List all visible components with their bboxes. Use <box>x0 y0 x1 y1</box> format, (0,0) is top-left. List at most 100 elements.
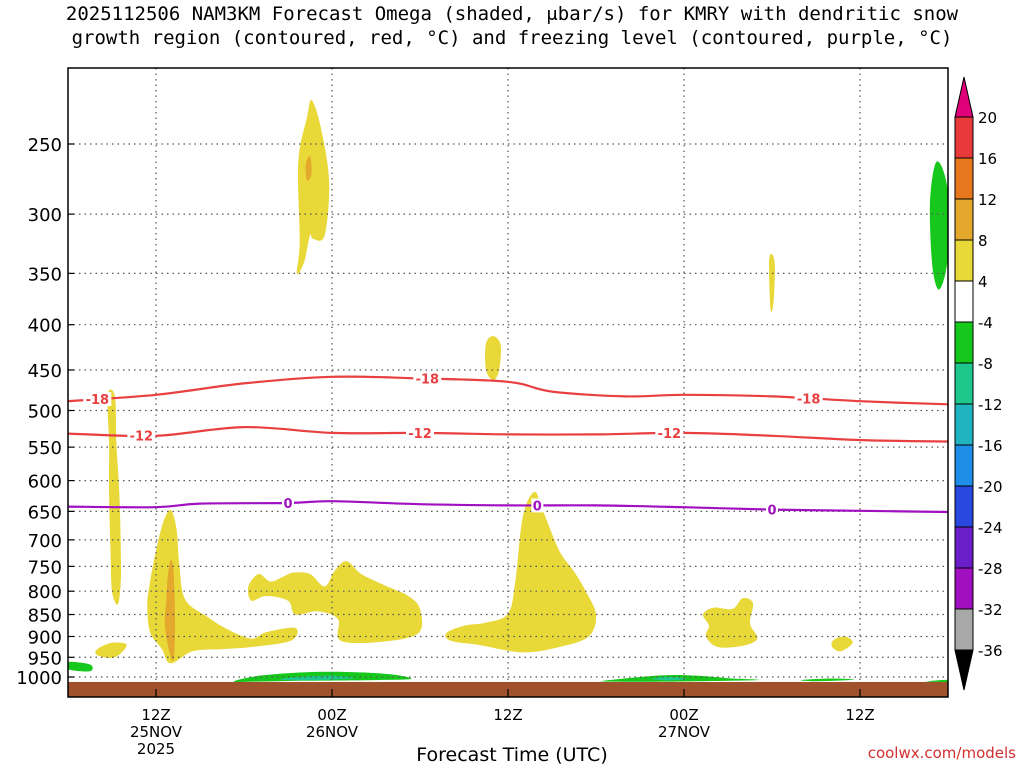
temperature-contours: -18 -18 -18 -12 -12 -12 0 0 0 <box>68 371 948 519</box>
chart-title-line-1: 2025112506 NAM3KM Forecast Omega (shaded… <box>65 3 959 25</box>
colorbar-box-8 <box>954 403 974 446</box>
contour-label-bg <box>413 371 442 386</box>
contour-line-m12 <box>68 425 948 443</box>
colorbar-box-10 <box>954 485 974 528</box>
contour-label-bg <box>531 498 544 513</box>
colorbar-label-3: 12 <box>978 191 997 209</box>
colorbar-box-9 <box>954 444 974 487</box>
contour-label-bg <box>655 426 684 441</box>
x-tick-year-6: 2025 <box>137 740 175 758</box>
y-tick-label-350: 350 <box>28 264 62 285</box>
colorbar-label-7: -8 <box>978 355 993 373</box>
colorbar-label-14: -36 <box>978 642 1003 660</box>
omega-region-12 <box>703 598 758 648</box>
y-tick-label-250: 250 <box>28 135 62 156</box>
contour-label-bg <box>282 496 294 511</box>
gridlines <box>68 68 948 682</box>
colorbar-label-8: -12 <box>978 396 1003 414</box>
y-tick-label-900: 900 <box>28 627 62 648</box>
x-tick-label-18: 00Z <box>317 706 346 724</box>
colorbar-box-6 <box>954 321 974 364</box>
contour-label-0-2: 0 <box>533 499 542 514</box>
omega-region-20 <box>925 679 948 683</box>
x-tick-label-54: 12Z <box>845 706 874 724</box>
colorbar-box-1 <box>954 116 974 159</box>
omega-region-2 <box>305 155 312 181</box>
colorbar-box-5 <box>954 280 974 323</box>
contour-label-0-1: 0 <box>283 497 292 512</box>
contour-label-bg <box>766 502 778 517</box>
y-tick-label-1000: 1000 <box>16 668 62 689</box>
contour-label-m12-2: -12 <box>408 427 432 442</box>
omega-region-13 <box>831 636 853 652</box>
y-tick-label-450: 450 <box>28 361 62 382</box>
colorbar-label-13: -32 <box>978 601 1003 619</box>
x-tick-label-42: 00Z <box>669 706 698 724</box>
x-axis-label: Forecast Time (UTC) <box>416 744 608 766</box>
axes: 2503003504004505005506006507007508008509… <box>16 67 949 758</box>
colorbar-label-10: -20 <box>978 478 1003 496</box>
omega-region-10 <box>247 561 423 644</box>
y-tick-label-300: 300 <box>28 205 62 226</box>
colorbar-bottom-arrow <box>954 649 974 691</box>
colorbar-label-6: -4 <box>978 314 993 332</box>
colorbar-label-11: -24 <box>978 519 1003 537</box>
y-tick-label-500: 500 <box>28 402 62 423</box>
contour-label-m18-1: -18 <box>86 393 110 408</box>
omega-region-7 <box>147 510 298 664</box>
omega-region-4 <box>769 253 775 313</box>
y-tick-label-800: 800 <box>28 582 62 603</box>
omega-region-6 <box>107 389 122 605</box>
y-tick-label-700: 700 <box>28 531 62 552</box>
y-tick-label-950: 950 <box>28 648 62 669</box>
omega-region-9 <box>95 642 127 658</box>
contour-label-m18-2: -18 <box>416 373 440 388</box>
colorbar-label-12: -28 <box>978 560 1003 578</box>
contour-label-bg <box>83 392 112 407</box>
colorbar-box-2 <box>954 157 974 200</box>
contour-label-bg <box>127 428 156 443</box>
y-tick-label-400: 400 <box>28 316 62 337</box>
contour-label-bg <box>794 391 823 406</box>
y-tick-label-650: 650 <box>28 502 62 523</box>
contour-label-m18-3: -18 <box>797 392 821 407</box>
omega-region-18 <box>651 677 687 681</box>
x-tick-day-42: 27NOV <box>658 723 711 741</box>
colorbar-label-1: 20 <box>978 109 997 127</box>
y-tick-label-850: 850 <box>28 606 62 627</box>
colorbar-top-arrow <box>954 76 974 118</box>
omega-region-3 <box>485 336 502 381</box>
contour-line-m18 <box>68 375 948 406</box>
contour-label-bg <box>406 425 434 440</box>
colorbar-box-7 <box>954 362 974 405</box>
x-tick-label-30: 12Z <box>493 706 522 724</box>
colorbar-box-13 <box>954 608 974 651</box>
colorbar-box-12 <box>954 567 974 610</box>
x-tick-day-6: 25NOV <box>130 723 183 741</box>
omega-region-14 <box>68 661 93 672</box>
colorbar-label-5: 4 <box>978 273 988 291</box>
colorbar-box-11 <box>954 526 974 569</box>
contour-line-0 <box>68 500 948 514</box>
contour-label-m12-3: -12 <box>658 427 682 442</box>
x-tick-label-6: 12Z <box>141 706 170 724</box>
omega-region-19 <box>800 678 855 682</box>
chart-title-line-2: growth region (contoured, red, °C) and f… <box>71 27 953 49</box>
y-tick-label-550: 550 <box>28 438 62 459</box>
omega-region-5 <box>929 161 948 290</box>
omega-region-8 <box>164 560 176 661</box>
colorbar: 20 16 12 8 4 -4 -8 -12 -16 -20 -24 -28 -32 -36 <box>954 76 1003 691</box>
colorbar-box-3 <box>954 198 974 241</box>
colorbar-label-4: 8 <box>978 232 988 250</box>
omega-region-11 <box>445 491 597 653</box>
contour-label-m12-1: -12 <box>130 429 154 444</box>
colorbar-box-4 <box>954 239 974 282</box>
chart-title: 2025112506 NAM3KM Forecast Omega (shaded… <box>0 2 1024 50</box>
colorbar-label-2: 16 <box>978 150 997 168</box>
omega-region-16 <box>279 675 355 681</box>
contour-label-0-3: 0 <box>767 504 776 519</box>
x-tick-day-18: 26NOV <box>306 723 359 741</box>
colorbar-label-9: -16 <box>978 437 1003 455</box>
watermark: coolwx.com/models <box>867 744 1016 762</box>
